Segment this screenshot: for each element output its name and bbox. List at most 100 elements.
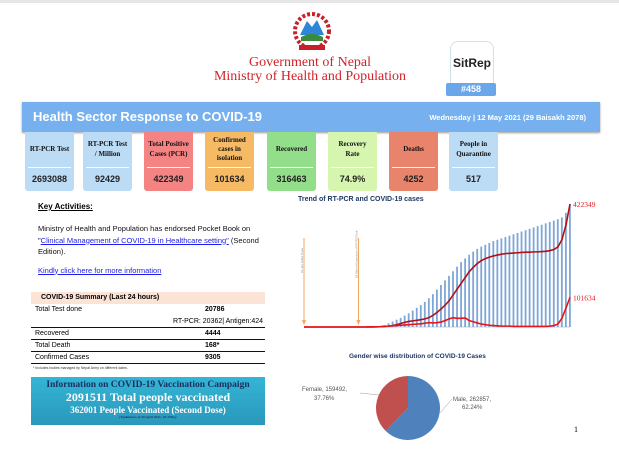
test-bar <box>516 232 519 327</box>
summary-row: Recovered 4444 <box>31 328 265 340</box>
test-bar <box>411 310 414 327</box>
test-bar <box>500 238 503 327</box>
line-end-label: 101634 <box>573 293 596 302</box>
stat-label: Total Positive Cases (PCR) <box>147 132 190 168</box>
test-bar <box>556 219 559 327</box>
stat-label: People in Quarantine <box>452 132 495 168</box>
annotation-label: 28 March Expansion of RT-PCR lab <box>354 230 358 278</box>
banner-date: Wednesday | 12 May 2021 (29 Baisakh 2078… <box>429 113 586 122</box>
stat-value: 2693088 <box>31 174 68 184</box>
summary-footnote: * Includes bodies managed by Nepal Army … <box>33 366 128 370</box>
vaccination-box: Information on COVID-19 Vaccination Camp… <box>31 377 265 425</box>
test-bar <box>452 271 454 327</box>
trend-chart-title: Trend of RT-PCR and COVID-19 cases <box>298 196 424 203</box>
ministry-title: Ministry of Health and Population <box>213 69 407 84</box>
stat-card: Confirmed cases in isolation 101634 <box>205 132 254 191</box>
stat-card: People in Quarantine 517 <box>449 132 498 191</box>
arrow-head-icon <box>302 320 306 325</box>
test-bar <box>564 212 567 327</box>
test-bar <box>496 239 499 327</box>
vaccination-title: Information on COVID-19 Vaccination Camp… <box>46 380 250 390</box>
test-bar <box>536 226 539 327</box>
female-label: Female, 159492, <box>302 387 347 393</box>
test-breakdown: RT-PCR: 20362| Antigen:424 <box>172 318 263 325</box>
test-bar <box>544 223 547 327</box>
arrow-head-icon <box>356 320 361 325</box>
stat-label: RT-PCR Test <box>28 132 71 168</box>
gov-title: Government of Nepal <box>248 55 372 70</box>
clinical-management-link[interactable]: Clinical Management of COVID-19 in Healt… <box>40 235 229 245</box>
activity-text: Ministry of Health and Population has en… <box>38 224 251 245</box>
trend-chart: 422349 101634 23 Jan Index Case 28 March Ex… <box>300 200 596 328</box>
female-pct: 37.76% <box>314 396 335 402</box>
summary-row-value: 4444 <box>205 330 221 337</box>
test-bar <box>423 301 426 327</box>
test-bar <box>569 204 571 327</box>
test-bar <box>444 280 446 327</box>
summary-row-value: 9305 <box>205 354 221 361</box>
pie-slice-female <box>376 376 408 431</box>
total-test-label: Total Test done <box>35 306 82 313</box>
stat-label: Confirmed cases in isolation <box>208 132 251 168</box>
page-number: 1 <box>574 425 578 434</box>
line-end-label: 422349 <box>573 200 596 209</box>
summary-row: Confirmed Cases 9305 <box>31 352 265 364</box>
pie-slice-male <box>385 376 440 440</box>
activity-text-end: (Second Edition). <box>38 235 259 257</box>
test-bar <box>540 224 543 327</box>
test-bar <box>403 315 406 327</box>
leader-line <box>439 398 453 414</box>
stat-label: Deaths <box>392 132 435 168</box>
summary-row-label: Confirmed Cases <box>35 354 90 361</box>
summary-table: COVID-19 Summary (Last 24 hours) Total T… <box>31 292 265 364</box>
test-bar <box>436 289 438 327</box>
summary-row-value: 168* <box>205 342 220 349</box>
stat-card: Total Positive Cases (PCR) 422349 <box>144 132 193 191</box>
test-bar <box>476 248 479 327</box>
nepal-emblem-logo <box>293 12 331 50</box>
vaccination-second-dose: 362001 People Vaccinated (Second Dose) <box>70 405 226 415</box>
stat-label: Recovered <box>270 132 313 168</box>
stat-value: 101634 <box>214 174 245 184</box>
test-bar <box>440 284 442 327</box>
summary-title: COVID-19 Summary (Last 24 hours) <box>31 292 265 304</box>
test-bar <box>431 294 434 327</box>
stat-card: RT-PCR Test / Million 92429 <box>83 132 132 191</box>
total-test-value: 20786 <box>205 306 225 313</box>
sitrep-label: SitRep <box>450 41 494 87</box>
gender-pie-chart: Male, 262857, 62.24% Female, 159492, 37.76% <box>302 376 491 440</box>
stat-value: 74.9% <box>339 174 366 184</box>
summary-row-label: Total Death <box>35 342 71 349</box>
vaccination-total: 2091511 Total people vaccinated <box>65 390 231 404</box>
gender-chart-title: Gender wise distribution of COVID-19 Cas… <box>349 353 486 360</box>
summary-row: Total Death 168* <box>31 340 265 352</box>
test-bar <box>407 313 410 327</box>
test-bar <box>548 221 551 327</box>
summary-row-label: Recovered <box>35 330 69 337</box>
male-pct: 62.24% <box>462 405 483 411</box>
stat-value: 422349 <box>153 174 184 184</box>
line-isolation <box>304 297 571 328</box>
test-bar <box>484 244 487 327</box>
test-bar <box>419 305 422 327</box>
test-bar <box>528 228 531 327</box>
test-bar <box>391 321 394 327</box>
test-bar <box>504 237 507 327</box>
stat-label: Recovery Rate <box>331 132 374 168</box>
test-bar <box>399 317 402 327</box>
leader-line <box>359 392 380 396</box>
test-bar <box>415 307 418 327</box>
vaccination-updated: (Updated as of 28 April 2021, 18:15hrs) <box>119 415 177 419</box>
stat-card: Recovered 316463 <box>267 132 316 191</box>
annotation-label: 23 Jan Index Case <box>300 248 304 273</box>
more-info-link[interactable]: Kindly click here for more information <box>38 265 162 275</box>
stat-card: Recovery Rate 74.9% <box>328 132 377 191</box>
test-bar <box>560 217 563 327</box>
male-label: Male, 262857, <box>453 397 491 403</box>
test-bar <box>464 258 467 327</box>
test-bar <box>488 242 491 327</box>
test-bar <box>468 254 471 327</box>
stat-value: 92429 <box>94 174 121 184</box>
sitrep-number: #458 <box>446 83 496 96</box>
test-bar <box>532 227 535 327</box>
